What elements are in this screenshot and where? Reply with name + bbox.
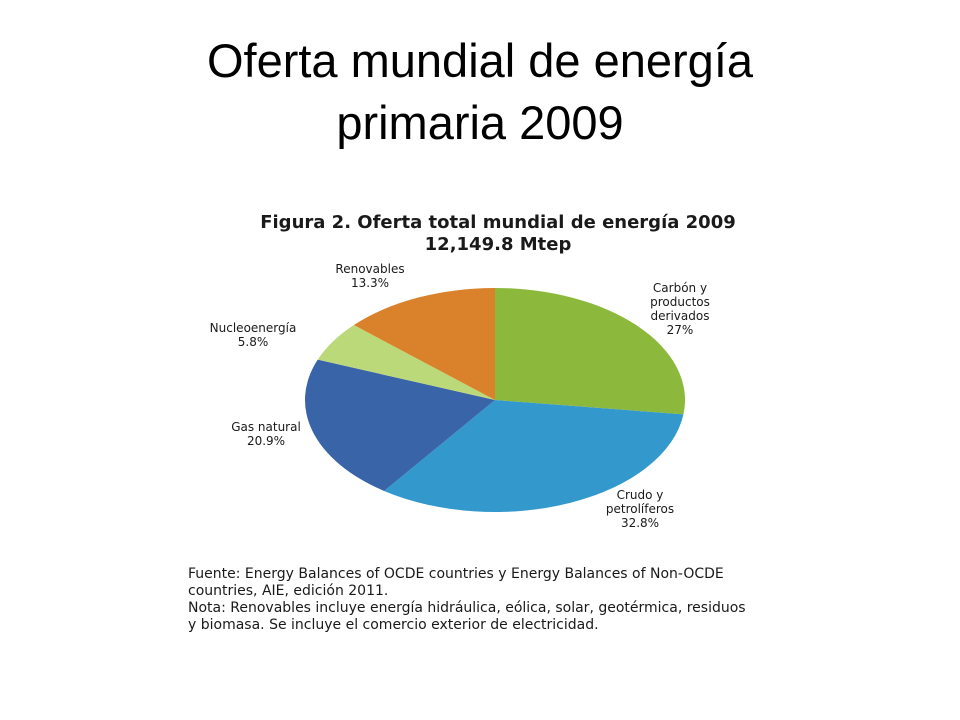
slice-percent-label: 13.3% — [351, 276, 389, 290]
slice-name-line: productos — [650, 295, 710, 309]
pie-slice-3 — [305, 359, 495, 491]
source-line-2: countries, AIE, edición 2011. — [188, 583, 389, 599]
pie-slice-2 — [384, 400, 684, 512]
slice-percent-label: 27% — [667, 323, 694, 337]
slice-name-line: Gas natural — [231, 420, 301, 434]
slide-title-line-1: Oferta mundial de energía — [206, 34, 754, 87]
slice-label-4: Nucleoenergía 5.8% — [210, 321, 297, 349]
slice-label-1: Carbón y productos derivados 27% — [650, 281, 710, 337]
slice-label-3: Gas natural 20.9% — [231, 420, 301, 448]
note-line-1: Nota: Renovables incluye energía hidrául… — [188, 600, 746, 616]
slice-percent-label: 32.8% — [621, 516, 659, 530]
pie-slice-1 — [495, 288, 686, 415]
figure-title: Figura 2. Oferta total mundial de energí… — [218, 212, 778, 256]
slide-title-line-2: primaria 2009 — [336, 96, 624, 149]
slice-name-line: derivados — [651, 309, 710, 323]
slide-title: Oferta mundial de energía primaria 2009 — [0, 30, 960, 154]
slice-label-2: Crudo y petrolíferos 32.8% — [606, 488, 674, 530]
slice-name-line: Renovables — [335, 262, 404, 276]
slice-name-line: Crudo y — [617, 488, 664, 502]
figure-notes: Fuente: Energy Balances of OCDE countrie… — [188, 566, 908, 634]
pie-slice-4 — [317, 325, 495, 400]
figure-title-line-1: Figura 2. Oferta total mundial de energí… — [260, 212, 736, 233]
slice-name-line: Carbón y — [653, 281, 707, 295]
slice-name-line: Nucleoenergía — [210, 321, 297, 335]
slice-label-5: Renovables 13.3% — [335, 262, 404, 290]
source-line-1: Fuente: Energy Balances of OCDE countrie… — [188, 566, 724, 582]
pie-slice-5 — [353, 288, 495, 400]
note-line-2: y biomasa. Se incluye el comercio exteri… — [188, 617, 599, 633]
slice-percent-label: 20.9% — [247, 434, 285, 448]
figure-subtitle: 12,149.8 Mtep — [424, 234, 572, 255]
slice-percent-label: 5.8% — [238, 335, 269, 349]
slice-name-line: petrolíferos — [606, 502, 674, 516]
